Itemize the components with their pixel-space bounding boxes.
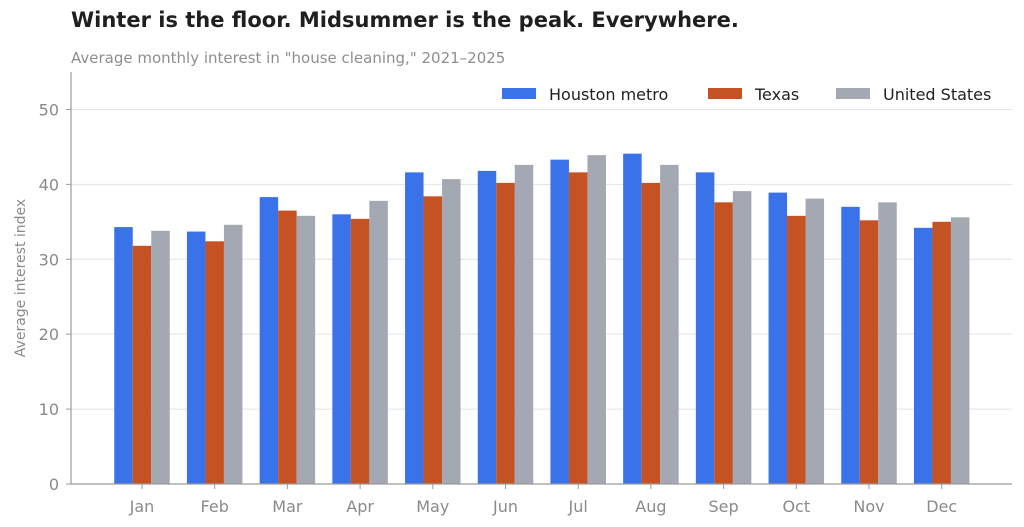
bar-mar-houston-metro — [259, 197, 279, 484]
bar-may-united-states — [442, 179, 461, 484]
bar-sep-texas — [714, 202, 733, 484]
bar-dec-united-states — [950, 217, 970, 484]
bar-may-houston-metro — [405, 172, 424, 484]
bar-oct-houston-metro — [768, 192, 788, 484]
y-tick-label: 40 — [39, 175, 59, 194]
y-tick-label: 50 — [39, 100, 59, 119]
x-tick-label: Apr — [346, 497, 374, 516]
bar-aug-houston-metro — [623, 153, 642, 484]
bar-jan-united-states — [151, 230, 170, 484]
x-tick-label: Oct — [782, 497, 810, 516]
x-tick-label: Feb — [201, 497, 229, 516]
chart-subtitle: Average monthly interest in "house clean… — [71, 49, 506, 67]
bar-jul-texas — [568, 172, 588, 484]
legend-swatch — [708, 88, 742, 99]
bar-dec-texas — [932, 221, 951, 484]
bar-aug-united-states — [660, 164, 679, 484]
bar-jun-united-states — [514, 164, 534, 484]
bar-jun-texas — [496, 182, 515, 484]
y-tick-label: 10 — [39, 400, 59, 419]
x-tick-label: Sep — [709, 497, 739, 516]
bar-mar-texas — [278, 210, 297, 484]
legend-label: United States — [883, 85, 991, 104]
x-tick-label: Jan — [129, 497, 155, 516]
bar-dec-houston-metro — [913, 227, 933, 484]
x-tick-label: Nov — [853, 497, 884, 516]
bar-jan-texas — [132, 245, 152, 484]
bar-apr-united-states — [369, 200, 388, 484]
bar-may-texas — [423, 196, 443, 484]
bar-jul-united-states — [587, 155, 606, 484]
y-tick-labels: 0 10 20 30 40 50 — [39, 100, 59, 494]
bar-oct-united-states — [805, 198, 825, 484]
x-tick-label: Jul — [568, 497, 588, 516]
bar-aug-texas — [641, 182, 661, 484]
y-tick-label: 20 — [39, 325, 59, 344]
y-tick-label: 0 — [49, 475, 59, 494]
chart-title: Winter is the floor. Midsummer is the pe… — [71, 8, 739, 32]
bar-mar-united-states — [296, 215, 316, 484]
bar-jan-houston-metro — [114, 227, 133, 484]
bar-apr-texas — [350, 218, 370, 484]
x-tick-label: Mar — [272, 497, 303, 516]
x-tick-label: May — [416, 497, 449, 516]
bar-feb-texas — [205, 241, 224, 484]
y-tick-label: 30 — [39, 250, 59, 269]
legend: Houston metro Texas United States — [502, 85, 991, 104]
y-axis-label: Average interest index — [13, 199, 29, 357]
bars — [114, 153, 970, 485]
bar-nov-houston-metro — [841, 206, 860, 484]
bar-jun-houston-metro — [477, 170, 497, 484]
x-tick-label: Jun — [492, 497, 518, 516]
legend-label: Texas — [754, 85, 799, 104]
axes — [66, 72, 1012, 489]
bar-sep-houston-metro — [695, 172, 715, 484]
bar-jul-houston-metro — [550, 159, 569, 484]
bar-feb-united-states — [223, 224, 243, 484]
legend-swatch — [502, 88, 536, 99]
legend-swatch — [836, 88, 870, 99]
x-tick-label: Dec — [926, 497, 957, 516]
x-tick-labels: Jan Feb Mar Apr May Jun Jul Aug Sep Oct Nov Dec — [129, 497, 958, 516]
bar-feb-houston-metro — [186, 231, 206, 484]
bar-nov-united-states — [878, 202, 897, 484]
legend-label: Houston metro — [549, 85, 668, 104]
bar-sep-united-states — [732, 191, 752, 485]
bar-apr-houston-metro — [332, 214, 351, 484]
bar-nov-texas — [859, 220, 879, 484]
bar-oct-texas — [787, 215, 806, 484]
x-tick-label: Aug — [635, 497, 666, 516]
